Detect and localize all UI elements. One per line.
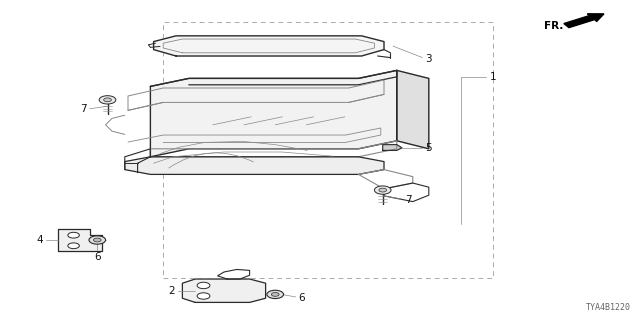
Polygon shape	[397, 70, 429, 149]
Circle shape	[379, 188, 387, 192]
Circle shape	[93, 238, 101, 242]
Text: 1: 1	[490, 72, 496, 82]
Text: TYA4B1220: TYA4B1220	[586, 303, 630, 312]
Text: FR.: FR.	[544, 21, 563, 31]
Polygon shape	[154, 36, 384, 56]
Polygon shape	[383, 145, 402, 150]
Circle shape	[104, 98, 111, 102]
Polygon shape	[150, 70, 397, 86]
Polygon shape	[150, 70, 397, 157]
Circle shape	[267, 290, 284, 299]
Text: 4: 4	[37, 235, 44, 245]
Text: 7: 7	[80, 104, 86, 115]
Circle shape	[197, 282, 210, 289]
Text: 7: 7	[405, 195, 412, 205]
Circle shape	[99, 96, 116, 104]
Circle shape	[89, 236, 106, 244]
Text: 6: 6	[94, 252, 100, 262]
Circle shape	[271, 292, 279, 296]
Text: 3: 3	[426, 53, 432, 64]
FancyArrow shape	[564, 14, 604, 28]
Circle shape	[374, 186, 391, 194]
Circle shape	[68, 232, 79, 238]
Text: 5: 5	[426, 143, 432, 153]
Circle shape	[68, 243, 79, 249]
Polygon shape	[58, 229, 102, 251]
Polygon shape	[182, 279, 266, 302]
Text: 6: 6	[298, 292, 305, 303]
Text: 2: 2	[168, 286, 175, 296]
Polygon shape	[125, 157, 384, 174]
Circle shape	[197, 293, 210, 299]
